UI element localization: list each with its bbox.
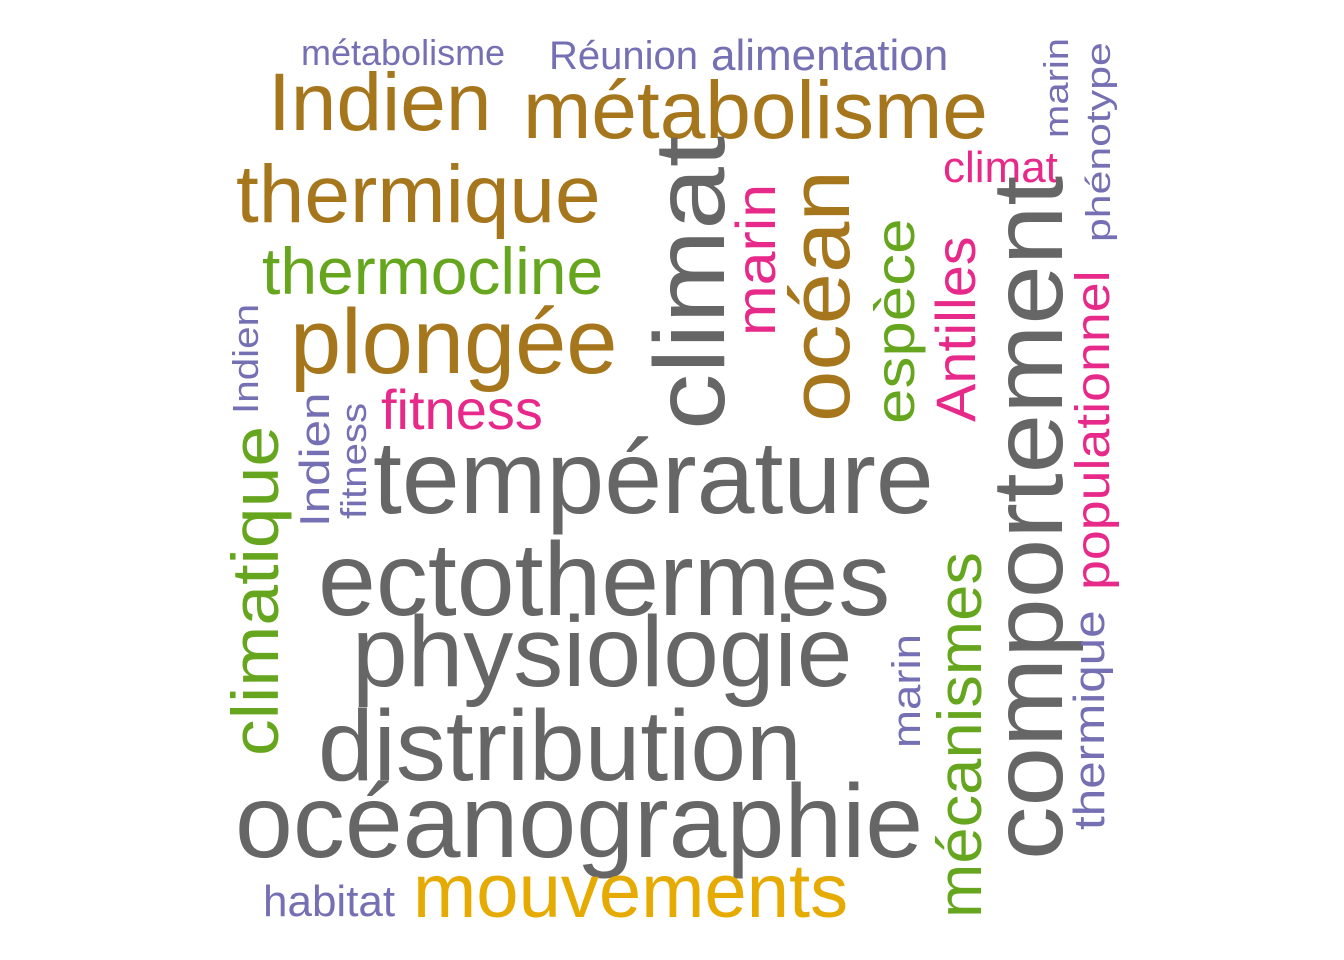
word-oceanographie: océanographie [235, 764, 924, 880]
word-physiologie: physiologie [352, 596, 853, 708]
word-reunion: Réunion [549, 34, 699, 78]
word-climatique: climatique [218, 425, 292, 756]
word-thermique-vertical: thermique [1065, 610, 1114, 830]
word-temperature: température [373, 420, 934, 536]
word-fitness-pink: fitness [381, 378, 543, 441]
word-alimentation: alimentation [711, 31, 949, 80]
word-thermique-large: thermique [236, 149, 601, 240]
word-fitness-purple: fitness [333, 402, 374, 519]
word-marin-bottom: marin [885, 633, 929, 748]
word-indien-vertical-small: Indien [225, 303, 266, 414]
word-distribution: distribution [318, 690, 802, 802]
word-marin-top: marin [1038, 37, 1076, 139]
word-ectothermes: ectothermes [318, 522, 891, 638]
word-metabolisme-small: métabolisme [301, 32, 506, 73]
word-populationnel: populationnel [1067, 270, 1120, 590]
word-thermocline: thermocline [262, 234, 604, 308]
word-plongee: plongée [290, 291, 618, 393]
word-phenotype: phénotype [1080, 42, 1118, 242]
word-climat-small: climat [943, 143, 1058, 192]
word-metabolisme-large: métabolisme [523, 65, 988, 156]
word-mecanismes: mécanismes [926, 552, 995, 918]
word-ocean: océan [773, 170, 867, 422]
word-espece: espèce [863, 218, 926, 424]
word-indien-vertical: Indien [291, 392, 338, 527]
word-mouvements: mouvements [413, 849, 849, 934]
word-habitat: habitat [263, 877, 396, 926]
word-indien-large: Indien [268, 57, 492, 148]
